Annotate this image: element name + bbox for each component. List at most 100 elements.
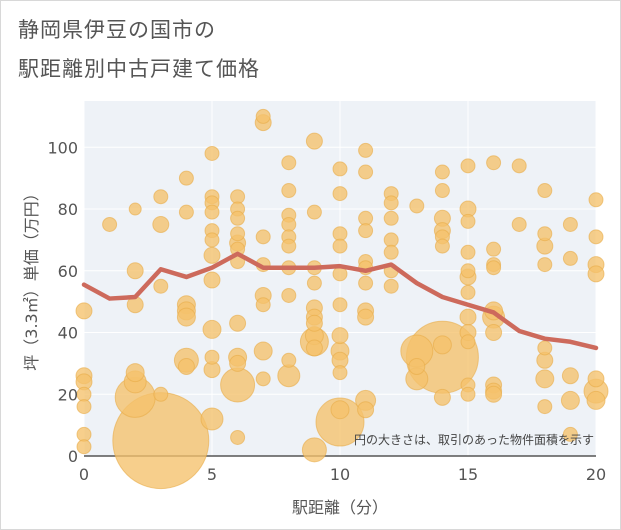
data-bubble-17: [153, 386, 169, 402]
data-bubble-23: [176, 307, 196, 327]
trend-layer: [81, 251, 599, 351]
data-bubble-158: [562, 426, 578, 442]
data-bubble-89: [330, 400, 350, 420]
data-bubble-97: [358, 275, 374, 291]
y-tick-label-2: 40: [58, 324, 78, 343]
chart-title-line2: 駅距離別中古戸建て価格: [18, 57, 260, 81]
data-bubble-135: [486, 241, 502, 257]
data-bubble-90: [315, 397, 365, 447]
data-bubble-109: [409, 198, 425, 214]
data-bubble-80: [332, 186, 348, 202]
data-bubble-118: [434, 238, 450, 254]
data-bubble-11: [125, 363, 145, 383]
data-bubble-128: [460, 284, 476, 300]
data-bubble-131: [460, 334, 476, 350]
x-tick-labels: 0 5 10 15 20: [79, 465, 606, 484]
data-bubble-101: [357, 401, 375, 419]
data-bubble-155: [562, 250, 578, 266]
data-bubble-15: [152, 215, 170, 233]
data-bubble-143: [485, 385, 503, 403]
data-bubble-67: [277, 364, 301, 388]
data-bubble-162: [587, 265, 605, 283]
data-bubble-113: [434, 164, 450, 180]
data-bubble-99: [357, 308, 375, 326]
data-bubble-124: [460, 213, 476, 229]
y-tick-label-0: 0: [68, 447, 78, 466]
data-bubble-57: [255, 371, 271, 387]
x-tick-label-4: 20: [586, 465, 606, 484]
data-bubble-37: [200, 407, 224, 431]
data-bubble-152: [535, 369, 555, 389]
x-tick-label-0: 0: [79, 465, 89, 484]
y-tick-label-1: 20: [58, 385, 78, 404]
data-bubble-0: [75, 302, 93, 320]
data-bubble-144: [511, 158, 527, 174]
data-bubble-94: [358, 223, 374, 239]
data-bubble-103: [383, 195, 399, 211]
data-bubble-122: [460, 158, 476, 174]
chart-title-line1: 静岡県伊豆の国市の: [18, 18, 216, 42]
data-bubble-47: [229, 354, 247, 372]
data-bubble-114: [434, 183, 450, 199]
y-tick-labels: 0 20 40 60 80 100: [47, 138, 78, 466]
data-bubble-68: [305, 132, 323, 150]
x-axis-label: 駅距離（分）: [292, 498, 388, 517]
x-tick-label-3: 15: [458, 465, 478, 484]
data-bubble-14: [153, 189, 169, 205]
data-bubble-133: [460, 386, 476, 402]
data-bubble-74: [305, 314, 323, 332]
y-tick-label-4: 80: [58, 200, 78, 219]
bubble-layer: [75, 108, 609, 490]
data-bubble-6: [76, 439, 92, 455]
data-bubble-119: [432, 335, 452, 355]
data-bubble-153: [537, 399, 553, 415]
data-bubble-45: [229, 314, 247, 332]
data-bubble-92: [358, 164, 374, 180]
data-bubble-52: [255, 229, 271, 245]
data-bubble-40: [230, 210, 246, 226]
data-bubble-121: [433, 388, 451, 406]
data-bubble-77: [305, 339, 323, 357]
data-bubble-66: [281, 352, 297, 368]
data-bubble-108: [383, 278, 399, 294]
data-bubble-125: [460, 244, 476, 260]
x-tick-label-1: 5: [207, 465, 217, 484]
trend-line: [81, 251, 599, 351]
data-bubble-147: [537, 226, 553, 242]
data-bubble-25: [177, 357, 195, 375]
y-tick-label-5: 100: [47, 138, 78, 157]
data-bubble-146: [537, 183, 553, 199]
data-bubble-26: [204, 145, 220, 161]
data-bubble-29: [204, 204, 220, 220]
y-axis-label: 坪（3.3㎡）単価（万円）: [22, 185, 41, 370]
data-bubble-59: [281, 183, 297, 199]
data-bubble-111: [408, 357, 426, 375]
data-bubble-82: [332, 238, 348, 254]
data-bubble-104: [383, 210, 399, 226]
data-bubble-4: [76, 399, 92, 415]
data-bubble-106: [383, 244, 399, 260]
y-tick-label-3: 60: [58, 262, 78, 281]
data-bubble-58: [281, 155, 297, 171]
data-bubble-88: [332, 365, 348, 381]
data-bubble-69: [306, 204, 322, 220]
data-bubble-79: [332, 161, 348, 177]
data-bubble-41: [230, 226, 246, 242]
data-bubble-16: [153, 278, 169, 294]
data-bubble-9: [126, 262, 144, 280]
data-bubble-137: [486, 260, 502, 276]
data-bubble-56: [253, 341, 273, 361]
data-bubble-85: [331, 327, 349, 345]
data-bubble-20: [178, 204, 194, 220]
data-bubble-7: [102, 216, 118, 232]
data-bubble-150: [537, 340, 553, 356]
data-bubble-33: [203, 271, 221, 289]
data-bubble-8: [128, 202, 142, 216]
data-bubble-55: [255, 297, 271, 313]
data-bubble-91: [358, 142, 374, 158]
data-bubble-31: [204, 232, 220, 248]
data-bubble-48: [220, 367, 256, 403]
data-bubble-157: [560, 390, 580, 410]
data-bubble-78: [301, 437, 327, 463]
x-tick-label-2: 10: [330, 465, 350, 484]
